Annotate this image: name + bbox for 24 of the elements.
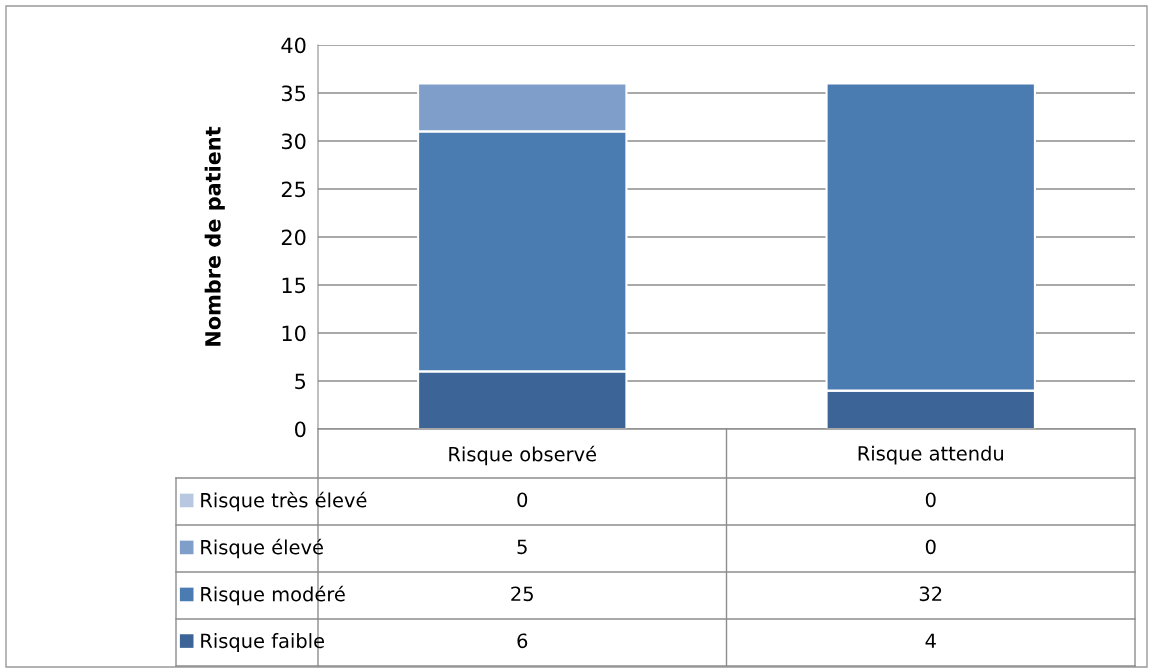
legend-label: Risque modéré [201, 585, 345, 606]
y-tick-label: 35 [281, 85, 306, 102]
data-label: 0 [517, 492, 528, 508]
data-label: 32 [919, 586, 942, 602]
y-tick-label: 40 [281, 37, 306, 54]
data-label: 0 [925, 539, 936, 555]
legend-label: Risque très élevé [201, 491, 367, 512]
legend-label: Risque faible [201, 633, 325, 652]
y-tick-label: 5 [295, 373, 306, 390]
legend-label: Risque élevé [201, 538, 323, 559]
data-label: 0 [925, 492, 936, 508]
y-tick-label: 20 [281, 229, 306, 246]
data-label: 25 [511, 586, 533, 602]
data-label: 6 [517, 633, 528, 649]
y-tick-label: 10 [282, 325, 306, 342]
y-tick-label: 30 [281, 133, 306, 150]
x-tick-label: Risque attendu [858, 445, 1003, 465]
data-label: 5 [517, 539, 527, 555]
y-axis-title: Nombre de patient [204, 126, 225, 346]
data-label: 4 [925, 633, 936, 648]
y-tick-label: 25 [281, 181, 306, 198]
x-tick-label: Risque observé [449, 445, 597, 466]
y-tick-label: 0 [295, 421, 306, 438]
y-tick-label: 15 [282, 277, 306, 294]
